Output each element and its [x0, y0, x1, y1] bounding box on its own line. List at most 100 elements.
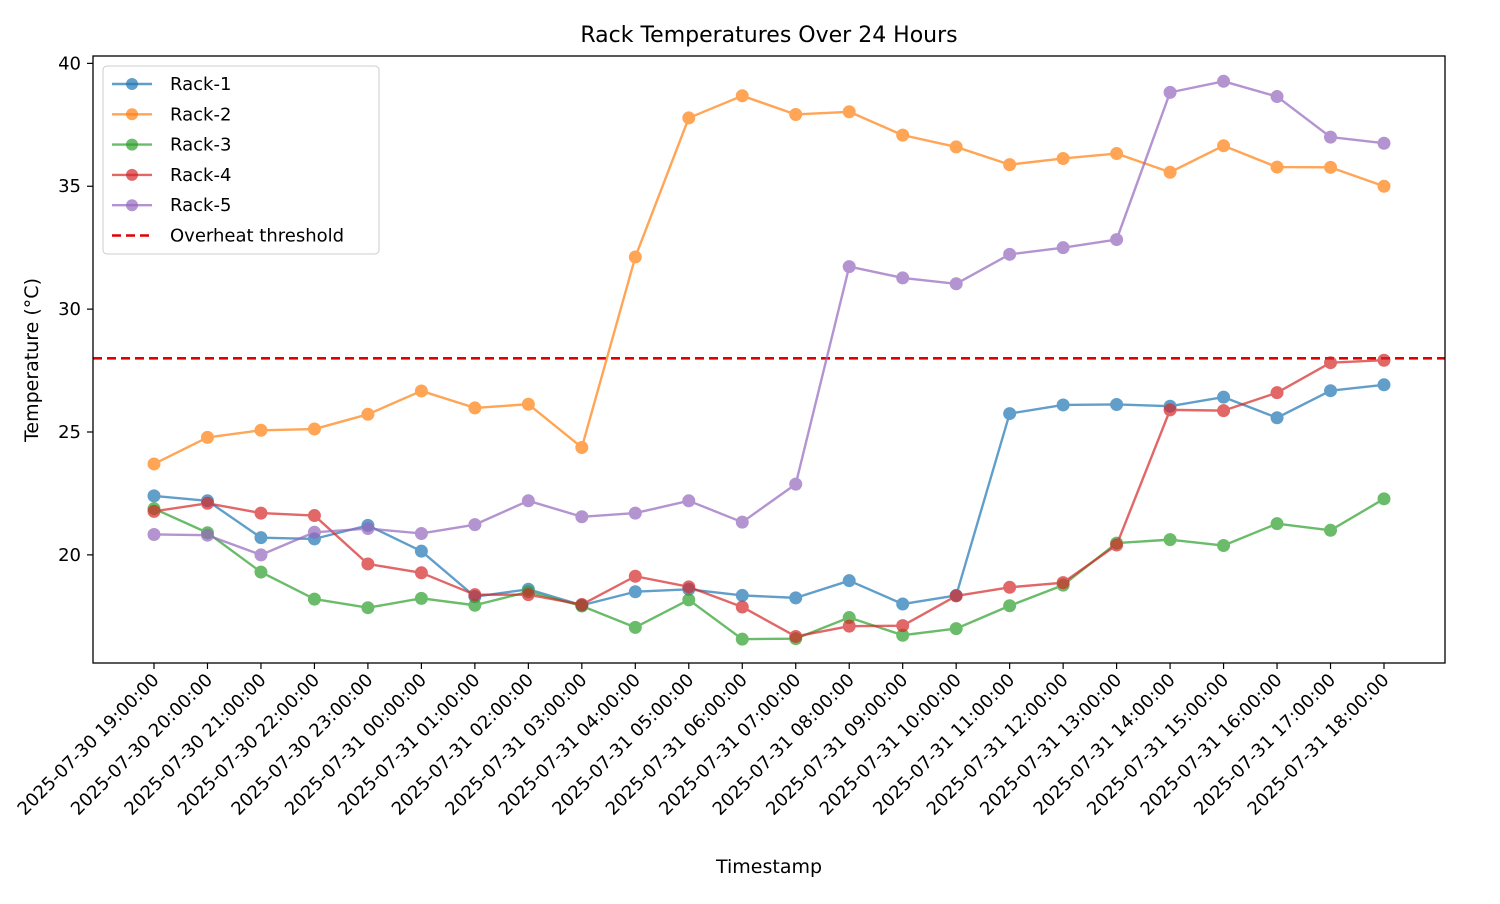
data-point — [361, 522, 375, 536]
legend-marker-swatch — [126, 78, 138, 90]
data-point — [414, 526, 428, 540]
data-point — [628, 569, 642, 583]
data-point — [628, 585, 642, 599]
data-point — [896, 597, 910, 611]
y-axis-label: Temperature (°C) — [21, 278, 43, 443]
x-axis-label: Timestamp — [715, 856, 822, 878]
data-point — [1377, 492, 1391, 506]
data-point — [1003, 158, 1017, 172]
y-tick-label: 35 — [58, 176, 81, 197]
data-point — [1270, 411, 1284, 425]
data-point — [307, 509, 321, 523]
data-point — [1110, 397, 1124, 411]
data-point — [575, 440, 589, 454]
legend-label: Overheat threshold — [170, 226, 344, 247]
series-line — [153, 383, 1385, 607]
legend-marker-swatch — [126, 138, 138, 151]
data-point — [842, 574, 856, 588]
data-point — [682, 593, 696, 607]
y-tick-label: 30 — [58, 299, 81, 320]
data-point — [1324, 130, 1338, 144]
legend-box — [102, 65, 380, 255]
y-tick-label: 20 — [58, 545, 81, 566]
data-point — [949, 622, 963, 636]
series-rack-3 — [147, 492, 1391, 646]
data-point — [414, 566, 428, 580]
data-point — [1003, 247, 1017, 261]
data-point — [682, 580, 696, 594]
data-point — [735, 89, 749, 103]
data-point — [1110, 538, 1124, 552]
legend-marker-swatch — [126, 199, 138, 212]
data-point — [1377, 179, 1391, 193]
data-point — [1110, 233, 1124, 247]
data-point — [842, 260, 856, 274]
series-line — [153, 80, 1385, 557]
data-point — [949, 140, 963, 154]
data-point — [842, 105, 856, 119]
series-rack-2 — [147, 89, 1391, 471]
data-point — [521, 494, 535, 508]
data-point — [682, 111, 696, 125]
series-rack-5 — [147, 74, 1391, 562]
data-point — [896, 619, 910, 633]
data-point — [200, 496, 214, 510]
data-point — [949, 277, 963, 291]
data-point — [254, 565, 268, 579]
data-point — [1163, 533, 1177, 547]
legend-item-rack-4: Rack-4 — [112, 165, 231, 186]
y-tick-label: 40 — [58, 53, 81, 74]
data-point — [789, 477, 803, 491]
y-tick-label: 25 — [58, 422, 81, 443]
data-point — [1110, 147, 1124, 161]
series-line — [153, 94, 1385, 466]
data-point — [307, 525, 321, 539]
data-point — [521, 397, 535, 411]
legend-label: Rack-2 — [170, 104, 231, 125]
legend-item-overheat-threshold: Overheat threshold — [112, 226, 344, 247]
data-point — [949, 589, 963, 603]
data-point — [1003, 580, 1017, 594]
data-point — [1217, 539, 1231, 553]
series-layer — [147, 74, 1391, 646]
data-point — [307, 422, 321, 436]
data-point — [1056, 576, 1070, 590]
data-point — [521, 588, 535, 602]
data-point — [1217, 404, 1231, 418]
data-point — [735, 515, 749, 529]
data-point — [789, 591, 803, 605]
legend-label: Rack-1 — [170, 74, 231, 95]
data-point — [735, 588, 749, 602]
data-point — [254, 506, 268, 520]
data-point — [147, 489, 161, 503]
legend-label: Rack-3 — [170, 135, 231, 156]
data-point — [575, 598, 589, 612]
data-point — [414, 591, 428, 605]
data-point — [789, 107, 803, 121]
data-point — [1324, 160, 1338, 174]
data-point — [789, 629, 803, 643]
data-point — [147, 527, 161, 541]
data-point — [468, 588, 482, 602]
legend-marker-swatch — [126, 108, 138, 121]
data-point — [1056, 241, 1070, 255]
data-point — [735, 632, 749, 646]
data-point — [468, 518, 482, 532]
legend-label: Rack-5 — [170, 195, 231, 216]
data-point — [1324, 384, 1338, 398]
data-point — [254, 531, 268, 545]
data-point — [414, 544, 428, 558]
data-point — [254, 423, 268, 437]
legend-marker-swatch — [126, 168, 138, 181]
data-point — [628, 620, 642, 634]
data-point — [1270, 90, 1284, 104]
data-point — [735, 600, 749, 614]
data-point — [1270, 517, 1284, 531]
data-point — [1377, 353, 1391, 367]
data-point — [896, 271, 910, 285]
legend-label: Rack-4 — [170, 165, 231, 186]
data-point — [1163, 403, 1177, 417]
data-point — [1163, 165, 1177, 179]
